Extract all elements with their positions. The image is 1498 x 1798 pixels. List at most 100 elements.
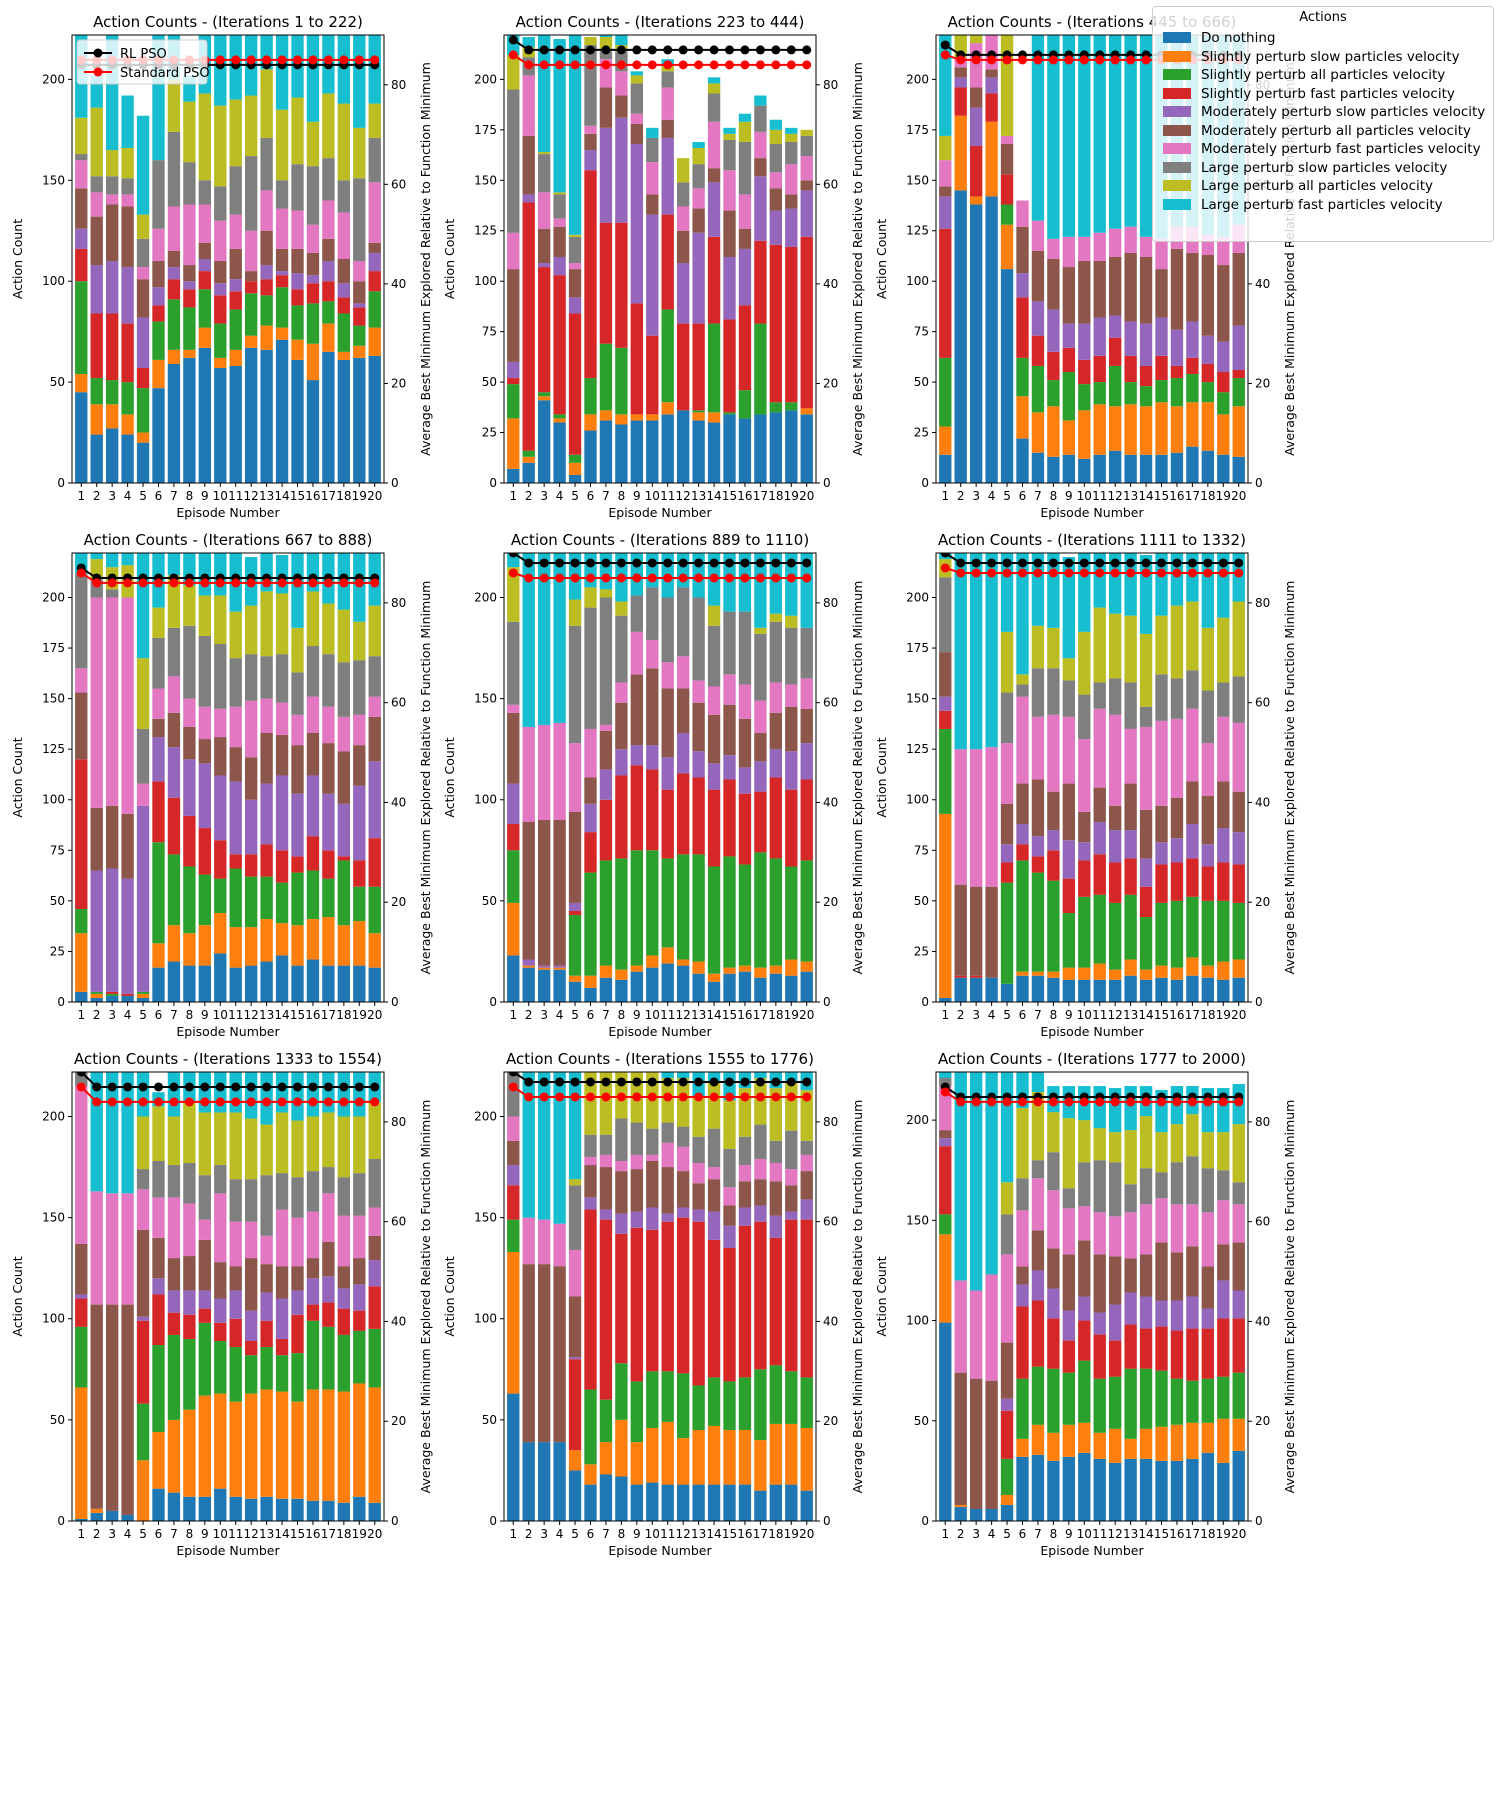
bar-segment <box>1170 365 1184 379</box>
bar-segment <box>75 1518 88 1521</box>
x-tick-label: 17 <box>321 1008 336 1022</box>
bar-segment <box>615 222 628 348</box>
x-tick-label: 13 <box>1123 1527 1138 1541</box>
bar-segment <box>275 1498 289 1521</box>
bar-segment <box>939 426 952 455</box>
bar-segment <box>800 1154 813 1172</box>
series-point <box>339 55 349 65</box>
legend-label: Moderately perturb fast particles veloci… <box>1201 141 1481 157</box>
series-point <box>709 1092 719 1102</box>
bar-segment <box>537 819 551 966</box>
bar-segment <box>507 1219 520 1252</box>
bar-segment <box>1031 836 1045 857</box>
bar-segment <box>723 1148 736 1188</box>
bar-segment <box>152 287 165 306</box>
bar-segment <box>553 192 566 195</box>
series-point <box>76 568 86 578</box>
bar-segment <box>183 162 196 205</box>
y-right-tick-label: 40 <box>391 277 406 291</box>
bar-segment <box>954 1372 967 1505</box>
bar-segment <box>291 872 304 926</box>
bar-segment <box>630 971 644 1002</box>
series-point <box>802 45 812 55</box>
series-point <box>1218 1097 1228 1107</box>
bar-segment <box>322 654 335 707</box>
x-tick-label: 4 <box>988 489 996 503</box>
y-tick-label: 50 <box>482 894 497 908</box>
bar-segment <box>785 1484 798 1521</box>
bar-segment <box>1170 248 1184 330</box>
x-tick-label: 4 <box>988 1527 996 1541</box>
series-point <box>215 578 225 588</box>
bar-segment <box>1201 977 1215 1002</box>
bar-segment <box>507 378 520 385</box>
y-right-axis-label: Average Best Minimum Explored Relative t… <box>850 62 865 456</box>
bar-segment <box>121 597 134 814</box>
bar-segment <box>584 1156 597 1166</box>
x-tick-label: 8 <box>618 1008 626 1022</box>
bar-segment <box>136 1316 150 1321</box>
y-tick-label: 150 <box>906 173 929 187</box>
bar-segment <box>306 252 320 276</box>
bar-segment <box>954 553 967 750</box>
bar-segment <box>1031 1366 1045 1425</box>
x-tick-label: 2 <box>957 489 965 503</box>
bar-segment <box>353 745 366 786</box>
legend-label: Do nothing <box>1201 30 1276 46</box>
bar-segment <box>1155 1132 1168 1173</box>
bar-segment <box>229 781 242 855</box>
bar-segment <box>676 733 690 774</box>
series-point <box>508 1082 518 1092</box>
x-tick-label: 11 <box>228 1527 243 1541</box>
x-tick-label: 13 <box>1123 489 1138 503</box>
bar-segment <box>1124 1292 1137 1325</box>
bar-segment <box>1000 1494 1014 1505</box>
bar-segment <box>75 392 88 483</box>
bar-segment <box>1016 200 1029 227</box>
bar-segment <box>1186 781 1199 825</box>
bar-segment <box>198 595 212 636</box>
bar-segment <box>785 615 798 628</box>
bar-segment <box>553 218 566 227</box>
bar-segment <box>1062 878 1076 914</box>
bar-segment <box>75 1294 88 1299</box>
bar-segment <box>291 248 304 274</box>
series-point <box>786 573 796 583</box>
x-tick-label: 20 <box>367 1008 382 1022</box>
bar-segment <box>800 961 813 972</box>
bar-segment <box>75 248 88 282</box>
series-point <box>1018 1097 1027 1107</box>
x-tick-label: 14 <box>274 1008 289 1022</box>
series-point <box>1033 558 1043 568</box>
bar-segment <box>1108 1340 1122 1377</box>
bar-segment <box>183 815 196 867</box>
series-point <box>740 558 750 568</box>
x-tick-label: 8 <box>1050 489 1058 503</box>
bar-segment <box>1232 1318 1245 1373</box>
bar-segment <box>1201 1378 1215 1423</box>
bar-segment <box>121 878 134 994</box>
bar-segment <box>1000 1458 1014 1495</box>
bar-segment <box>136 432 150 443</box>
bar-segment <box>785 706 798 752</box>
bar-segment <box>785 1211 798 1220</box>
bar-segment <box>1047 1248 1060 1289</box>
bar-segment <box>985 1274 998 1381</box>
bar-segment <box>105 805 119 869</box>
bar-segment <box>1047 456 1060 483</box>
bar-segment <box>738 194 752 229</box>
x-tick-label: 13 <box>691 1527 706 1541</box>
bar-segment <box>1170 979 1184 1002</box>
series-point <box>632 45 642 55</box>
x-tick-label: 4 <box>124 489 132 503</box>
bar-segment <box>1016 553 1029 675</box>
bar-segment <box>553 965 566 968</box>
bar-segment <box>661 757 674 790</box>
series-point <box>293 1082 302 1092</box>
bar-segment <box>1047 351 1060 381</box>
bar-segment <box>769 1365 783 1424</box>
series-point <box>92 578 102 588</box>
bar-segment <box>1047 1152 1060 1191</box>
x-tick-label: 4 <box>124 1008 132 1022</box>
bar-segment <box>1108 969 1122 980</box>
